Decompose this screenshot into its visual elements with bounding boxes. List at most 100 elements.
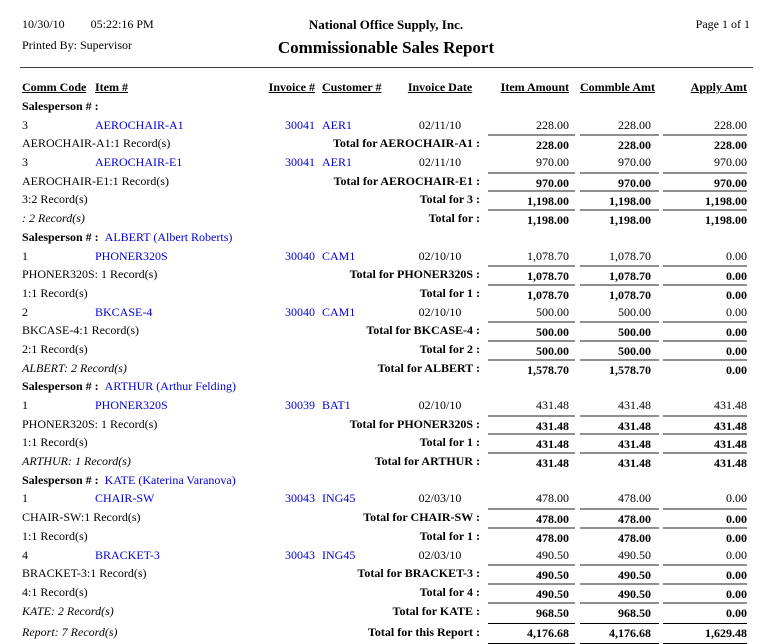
total-label: Total for BKCASE-4 : (366, 323, 480, 338)
salesperson-link[interactable]: ARTHUR (Arthur Felding) (104, 379, 236, 394)
total-item-amount: 431.48 (488, 433, 575, 454)
salesperson-link[interactable]: KATE (Katerina Varanova) (104, 472, 236, 487)
total-item-amount: 228.00 (488, 134, 575, 155)
invoice-link[interactable]: 30041 (285, 155, 315, 170)
record-count-label: KATE: 2 Record(s) (22, 603, 114, 618)
salesperson-group-row: Salesperson # : ARTHUR (Arthur Felding) (22, 377, 747, 396)
invoice-link[interactable]: 30039 (285, 398, 315, 412)
invoice-link[interactable]: 30040 (285, 248, 315, 263)
total-row: ARTHUR: 1 Record(s) Total for ARTHUR : 431… (22, 452, 747, 471)
commble-amt-cell: 431.48 (618, 398, 651, 412)
item-link[interactable]: BKCASE-4 (95, 304, 153, 319)
invoice-date-cell: 02/10/10 (418, 398, 462, 412)
total-row: 1:1 Record(s) Total for 1 :431.48 431.48 43… (22, 433, 747, 452)
invoice-link[interactable]: 30043 (285, 491, 315, 506)
item-link[interactable]: AEROCHAIR-A1 (95, 117, 184, 132)
total-apply-amt: 0.00 (663, 283, 747, 305)
total-item-amount: 970.00 (488, 171, 575, 193)
customer-link[interactable]: ING45 (322, 547, 356, 562)
col-header-invoice: Invoice # (268, 80, 315, 94)
salesperson-group-row: Salesperson # : ALBERT (Albert Roberts) (22, 228, 747, 247)
apply-amt-cell: 0.00 (726, 547, 747, 562)
total-apply-amt: 431.48 (663, 414, 747, 436)
item-link[interactable]: AEROCHAIR-E1 (95, 155, 183, 170)
total-item-amount: 1,198.00 (488, 209, 575, 230)
record-count-label: PHONER320S: 1 Record(s) (22, 267, 158, 282)
total-row: 3:2 Record(s) Total for 3 :1,198.00 1,198.… (22, 190, 747, 209)
invoice-link[interactable]: 30043 (285, 547, 315, 562)
record-count-label: AEROCHAIR-A1:1 Record(s) (22, 136, 171, 151)
total-label: Total for : (428, 211, 480, 226)
total-commble-amt: 1,198.00 (580, 209, 659, 230)
total-row: 2:1 Record(s) Total for 2 :500.00 500.00 0.… (22, 339, 747, 361)
total-commble-amt: 490.50 (580, 582, 659, 604)
total-commble-amt: 970.00 (580, 171, 659, 193)
item-amount-cell: 490.50 (536, 547, 569, 562)
header-divider (20, 67, 753, 68)
record-count-label: 1:1 Record(s) (22, 528, 88, 543)
comm-code-cell: 3 (22, 155, 28, 170)
column-header-row: Comm Code Item # Invoice # Customer # In… (22, 78, 747, 97)
invoice-date-cell: 02/11/10 (418, 155, 462, 170)
total-item-amount: 4,176.68 (488, 623, 575, 644)
item-link[interactable]: PHONER320S (95, 248, 168, 263)
commble-amt-cell: 228.00 (618, 117, 651, 132)
report-header-line1: 10/30/10 05:22:16 PM National Office Sup… (0, 0, 766, 37)
col-header-item-amount: Item Amount (500, 80, 569, 94)
detail-row: 3 AEROCHAIR-A1 30041 AER1 02/11/10 228.00 228.… (22, 116, 747, 135)
salesperson-group-row: Salesperson # : (22, 97, 747, 116)
apply-amt-cell: 228.00 (714, 117, 747, 132)
total-label: Total for 1 : (419, 285, 480, 300)
customer-link[interactable]: AER1 (322, 117, 352, 132)
total-row: BRACKET-3:1 Record(s) Total for BRACKET-3… (22, 564, 747, 583)
total-apply-amt: 0.00 (663, 508, 747, 529)
customer-link[interactable]: AER1 (322, 155, 352, 170)
item-amount-cell: 431.48 (536, 398, 569, 412)
total-item-amount: 1,078.70 (488, 265, 575, 286)
item-link[interactable]: CHAIR-SW (95, 491, 155, 506)
total-commble-amt: 490.50 (580, 564, 659, 585)
total-commble-amt: 431.48 (580, 452, 659, 473)
total-row: 1:1 Record(s) Total for 1 :478.00 478.00 0.… (22, 526, 747, 546)
item-link[interactable]: BRACKET-3 (95, 547, 160, 562)
total-label: Total for 1 : (419, 435, 480, 450)
invoice-date-cell: 02/03/10 (418, 491, 462, 506)
customer-link[interactable]: BAT1 (322, 398, 351, 412)
total-label: Total for BRACKET-3 : (357, 566, 480, 581)
apply-amt-cell: 0.00 (726, 248, 747, 263)
salesperson-group-row: Salesperson # : KATE (Katerina Varanova) (22, 471, 747, 490)
record-count-label: 3:2 Record(s) (22, 192, 88, 207)
total-commble-amt: 500.00 (580, 321, 659, 342)
col-header-apply-amt: Apply Amt (690, 80, 747, 94)
print-date: 10/30/10 (22, 17, 65, 31)
total-item-amount: 500.00 (488, 339, 575, 361)
report-rows: Salesperson # : 3 AEROCHAIR-A1 30041 AER1 02/… (22, 97, 747, 644)
comm-code-cell: 3 (22, 117, 28, 132)
total-label: Total for CHAIR-SW : (363, 510, 480, 525)
total-label: Total for ALBERT : (377, 360, 480, 375)
total-label: Total for 3 : (419, 192, 480, 207)
salesperson-link[interactable]: ALBERT (Albert Roberts) (104, 229, 233, 244)
invoice-date-cell: 02/03/10 (418, 547, 462, 562)
total-label: Total for 2 : (419, 341, 480, 356)
record-count-label: BKCASE-4:1 Record(s) (22, 323, 139, 338)
invoice-link[interactable]: 30040 (285, 304, 315, 319)
customer-link[interactable]: CAM1 (322, 304, 356, 319)
record-count-label: PHONER320S: 1 Record(s) (22, 416, 158, 431)
comm-code-cell: 4 (22, 547, 28, 562)
total-commble-amt: 1,078.70 (580, 283, 659, 305)
customer-link[interactable]: CAM1 (322, 248, 356, 263)
apply-amt-cell: 431.48 (714, 398, 747, 412)
col-header-item: Item # (95, 80, 128, 94)
total-commble-amt: 228.00 (580, 134, 659, 155)
customer-link[interactable]: ING45 (322, 491, 356, 506)
total-item-amount: 478.00 (488, 508, 575, 529)
invoice-link[interactable]: 30041 (285, 117, 315, 132)
record-count-label: ALBERT: 2 Record(s) (22, 360, 127, 375)
item-link[interactable]: PHONER320S (95, 398, 168, 412)
report-header-line2: Printed By: Supervisor Commissionable Sa… (0, 37, 766, 61)
salesperson-label: Salesperson # : (22, 229, 99, 244)
salesperson-label: Salesperson # : (22, 379, 99, 394)
total-apply-amt: 431.48 (663, 452, 747, 473)
col-header-customer: Customer # (322, 80, 382, 94)
